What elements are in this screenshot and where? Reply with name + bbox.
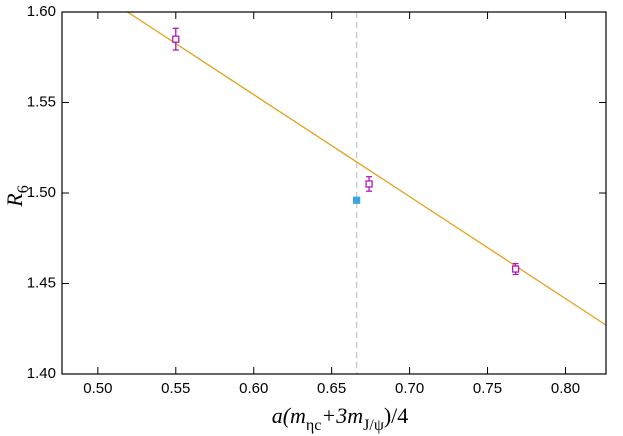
y-tick-label: 1.50: [27, 184, 56, 201]
x-tick-label: 0.75: [473, 380, 502, 397]
y-axis-label-part: 6: [15, 185, 32, 193]
plot-frame: [61, 11, 607, 375]
marker: [511, 265, 520, 273]
marker: [172, 35, 180, 43]
x-axis-label-part: c: [314, 417, 321, 434]
x-axis-label-part: J/ψ: [363, 417, 384, 434]
x-tick-label: 0.50: [83, 380, 112, 397]
marker: [352, 196, 361, 204]
x-tick-label: 0.55: [161, 380, 190, 397]
y-tick-label: 1.45: [27, 274, 56, 291]
fit-line: [127, 12, 606, 326]
y-axis-label-part: R: [2, 193, 27, 208]
x-tick-label: 0.65: [317, 380, 346, 397]
x-axis-label-part: η: [306, 417, 314, 434]
x-axis-label: a(mηc+3mJ/ψ)/4: [272, 403, 409, 434]
marker: [365, 180, 373, 188]
y-axis-label: R6: [2, 185, 32, 207]
x-tick-label: 0.70: [395, 380, 424, 397]
x-axis-label-part: a(m: [272, 403, 306, 428]
y-tick-label: 1.40: [27, 365, 56, 382]
x-axis-label-part: )/4: [384, 403, 408, 428]
y-tick-label: 1.60: [27, 3, 56, 20]
x-axis-label-part: +3m: [321, 403, 363, 428]
x-tick-label: 0.80: [551, 380, 580, 397]
x-tick-label: 0.60: [239, 380, 268, 397]
y-tick-label: 1.55: [27, 93, 56, 110]
